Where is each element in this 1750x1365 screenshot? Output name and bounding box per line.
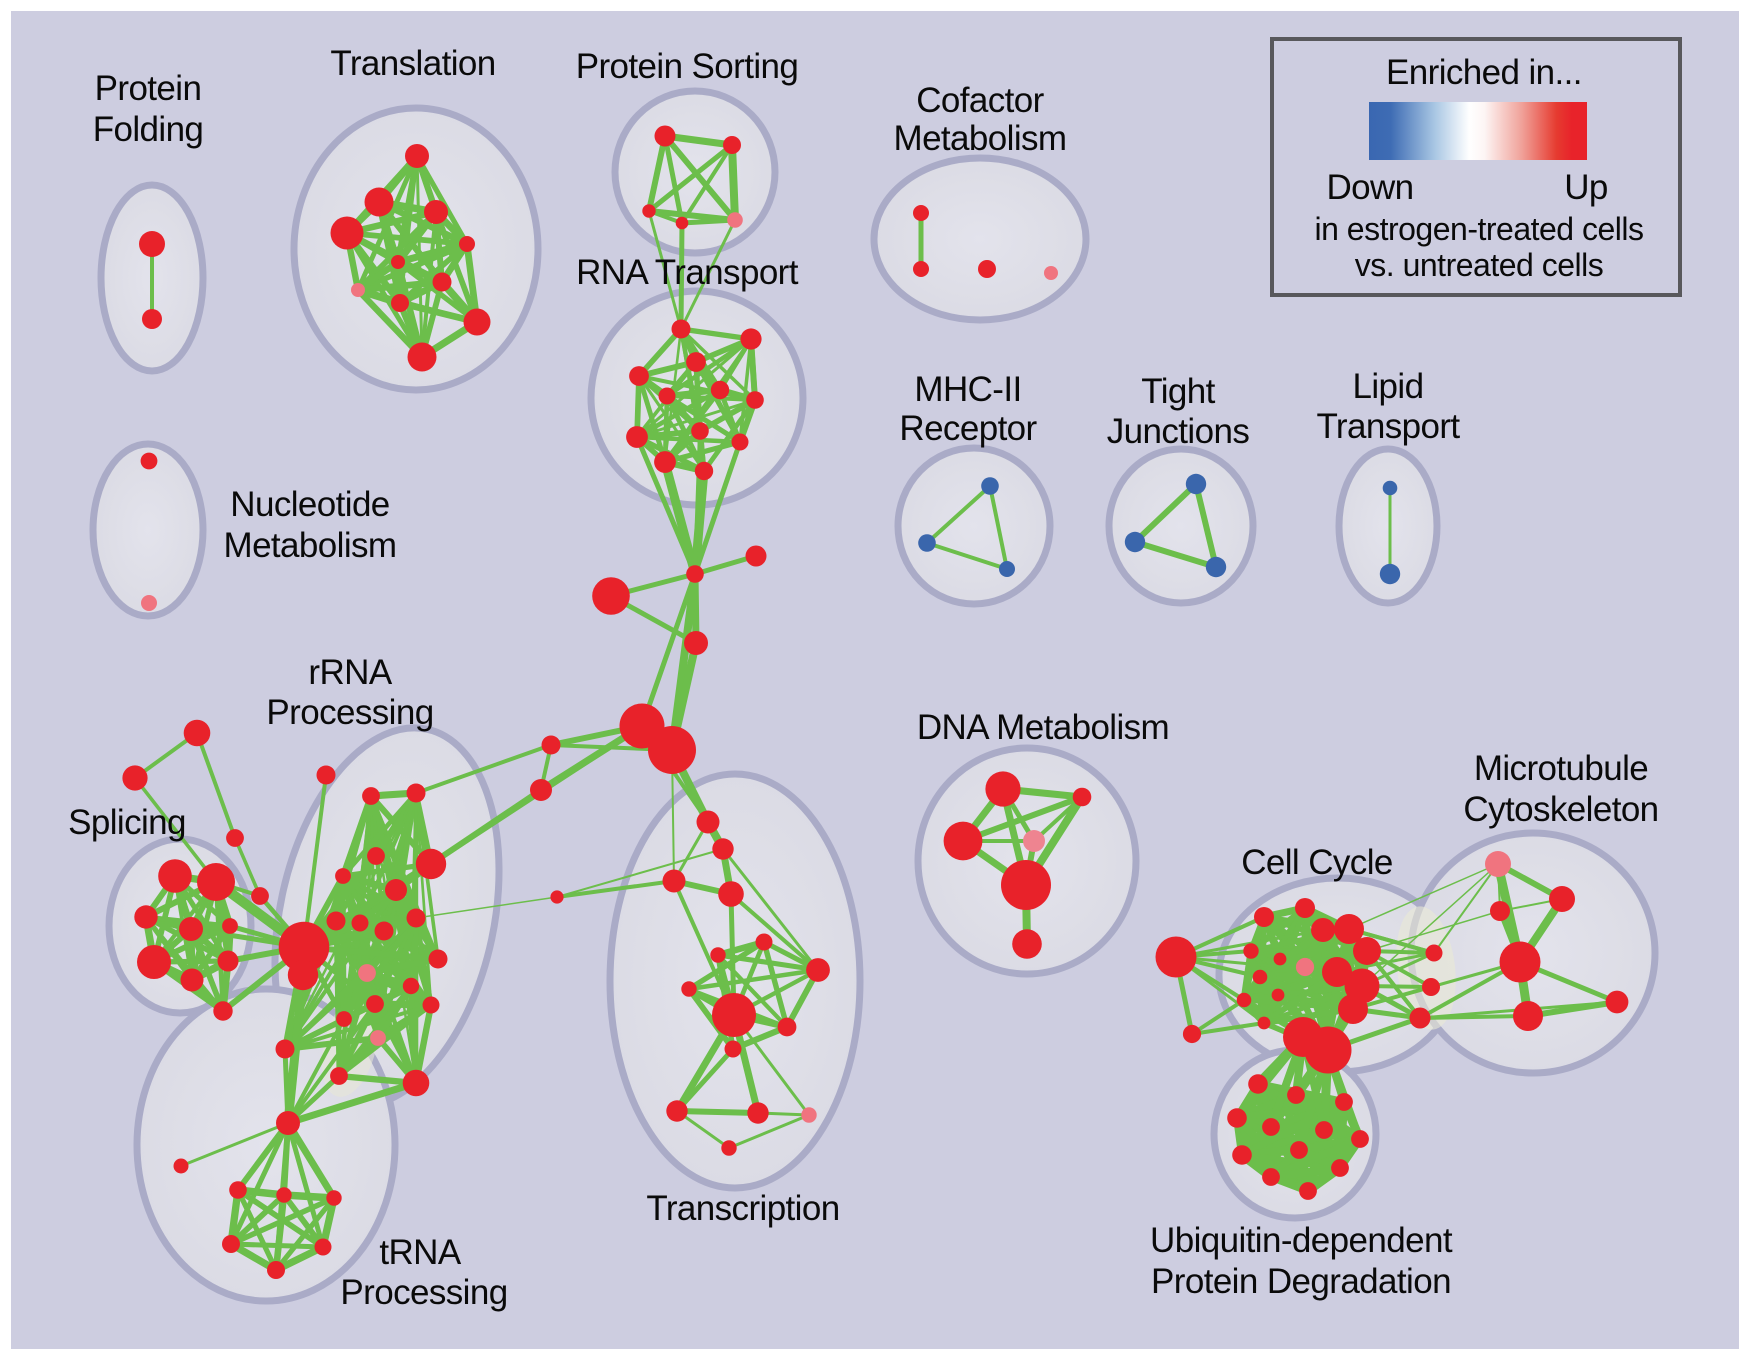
- svg-text:RNA Transport: RNA Transport: [576, 253, 799, 292]
- svg-text:Protein Degradation: Protein Degradation: [1151, 1262, 1451, 1301]
- svg-text:Processing: Processing: [340, 1273, 507, 1312]
- svg-text:Metabolism: Metabolism: [894, 119, 1067, 158]
- svg-text:Tight: Tight: [1141, 372, 1215, 411]
- svg-text:Transcription: Transcription: [646, 1189, 839, 1228]
- svg-text:Cytoskeleton: Cytoskeleton: [1463, 790, 1658, 829]
- svg-text:in estrogen-treated cells: in estrogen-treated cells: [1314, 211, 1643, 247]
- svg-text:Protein Sorting: Protein Sorting: [576, 47, 799, 86]
- svg-text:Transport: Transport: [1316, 407, 1460, 446]
- svg-text:Microtubule: Microtubule: [1474, 749, 1648, 788]
- svg-text:rRNA: rRNA: [308, 653, 392, 692]
- svg-text:DNA Metabolism: DNA Metabolism: [917, 708, 1169, 747]
- svg-text:vs. untreated cells: vs. untreated cells: [1355, 247, 1603, 283]
- svg-text:Receptor: Receptor: [899, 409, 1037, 448]
- svg-text:Processing: Processing: [266, 693, 433, 732]
- svg-text:Down: Down: [1326, 168, 1413, 207]
- svg-text:Up: Up: [1564, 168, 1608, 207]
- svg-text:Cofactor: Cofactor: [916, 81, 1044, 120]
- svg-text:tRNA: tRNA: [379, 1233, 461, 1272]
- svg-text:MHC-II: MHC-II: [914, 370, 1021, 409]
- svg-text:Translation: Translation: [330, 44, 495, 83]
- svg-text:Metabolism: Metabolism: [224, 526, 397, 565]
- svg-text:Enriched in...: Enriched in...: [1386, 53, 1582, 92]
- svg-text:Folding: Folding: [93, 110, 204, 149]
- svg-text:Ubiquitin-dependent: Ubiquitin-dependent: [1150, 1221, 1453, 1260]
- svg-text:Nucleotide: Nucleotide: [230, 485, 389, 524]
- svg-text:Lipid: Lipid: [1353, 367, 1424, 406]
- svg-text:Protein: Protein: [95, 69, 202, 108]
- svg-text:Cell Cycle: Cell Cycle: [1241, 843, 1393, 882]
- svg-text:Splicing: Splicing: [68, 803, 186, 842]
- svg-text:Junctions: Junctions: [1107, 412, 1250, 451]
